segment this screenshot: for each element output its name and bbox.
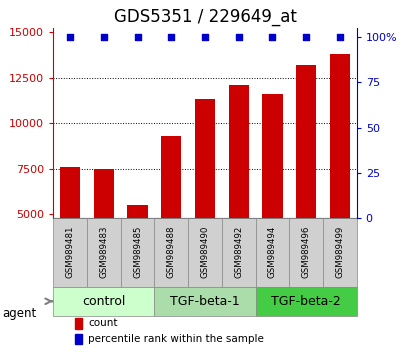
Bar — [161, 136, 181, 305]
Point — [302, 34, 309, 40]
Text: percentile rank within the sample: percentile rank within the sample — [88, 334, 263, 344]
Bar — [74, 318, 82, 329]
Point — [67, 34, 73, 40]
Text: GSM989485: GSM989485 — [133, 226, 142, 279]
Text: control: control — [82, 295, 125, 308]
Bar — [262, 94, 282, 305]
Bar — [329, 54, 349, 305]
Point — [168, 34, 174, 40]
Text: GSM989483: GSM989483 — [99, 226, 108, 279]
Text: GSM989499: GSM989499 — [335, 226, 344, 278]
Text: TGF-beta-1: TGF-beta-1 — [170, 295, 239, 308]
Text: GSM989496: GSM989496 — [301, 226, 310, 278]
Bar — [154, 218, 188, 287]
Text: GSM989488: GSM989488 — [166, 226, 175, 279]
Text: GSM989492: GSM989492 — [234, 226, 243, 278]
Text: GSM989481: GSM989481 — [65, 226, 74, 279]
Point — [336, 34, 342, 40]
Bar — [289, 218, 322, 287]
Bar — [127, 205, 147, 305]
Text: GSM989494: GSM989494 — [267, 226, 276, 278]
Point — [134, 34, 141, 40]
Bar — [74, 333, 82, 344]
Bar — [53, 287, 154, 316]
Bar — [194, 99, 215, 305]
Point — [201, 34, 208, 40]
Bar — [154, 287, 255, 316]
Bar — [255, 218, 289, 287]
Bar — [295, 65, 315, 305]
Text: count: count — [88, 318, 117, 329]
Text: TGF-beta-2: TGF-beta-2 — [271, 295, 340, 308]
Bar — [53, 218, 87, 287]
Point — [100, 34, 107, 40]
Title: GDS5351 / 229649_at: GDS5351 / 229649_at — [113, 8, 296, 25]
Point — [268, 34, 275, 40]
Bar — [188, 218, 221, 287]
Bar — [221, 218, 255, 287]
Bar — [94, 169, 114, 305]
Bar — [60, 167, 80, 305]
Bar — [322, 218, 356, 287]
Bar — [87, 218, 120, 287]
Bar — [228, 85, 248, 305]
Text: GSM989490: GSM989490 — [200, 226, 209, 278]
Bar — [255, 287, 356, 316]
Bar — [120, 218, 154, 287]
Point — [235, 34, 241, 40]
Text: agent: agent — [2, 307, 36, 320]
